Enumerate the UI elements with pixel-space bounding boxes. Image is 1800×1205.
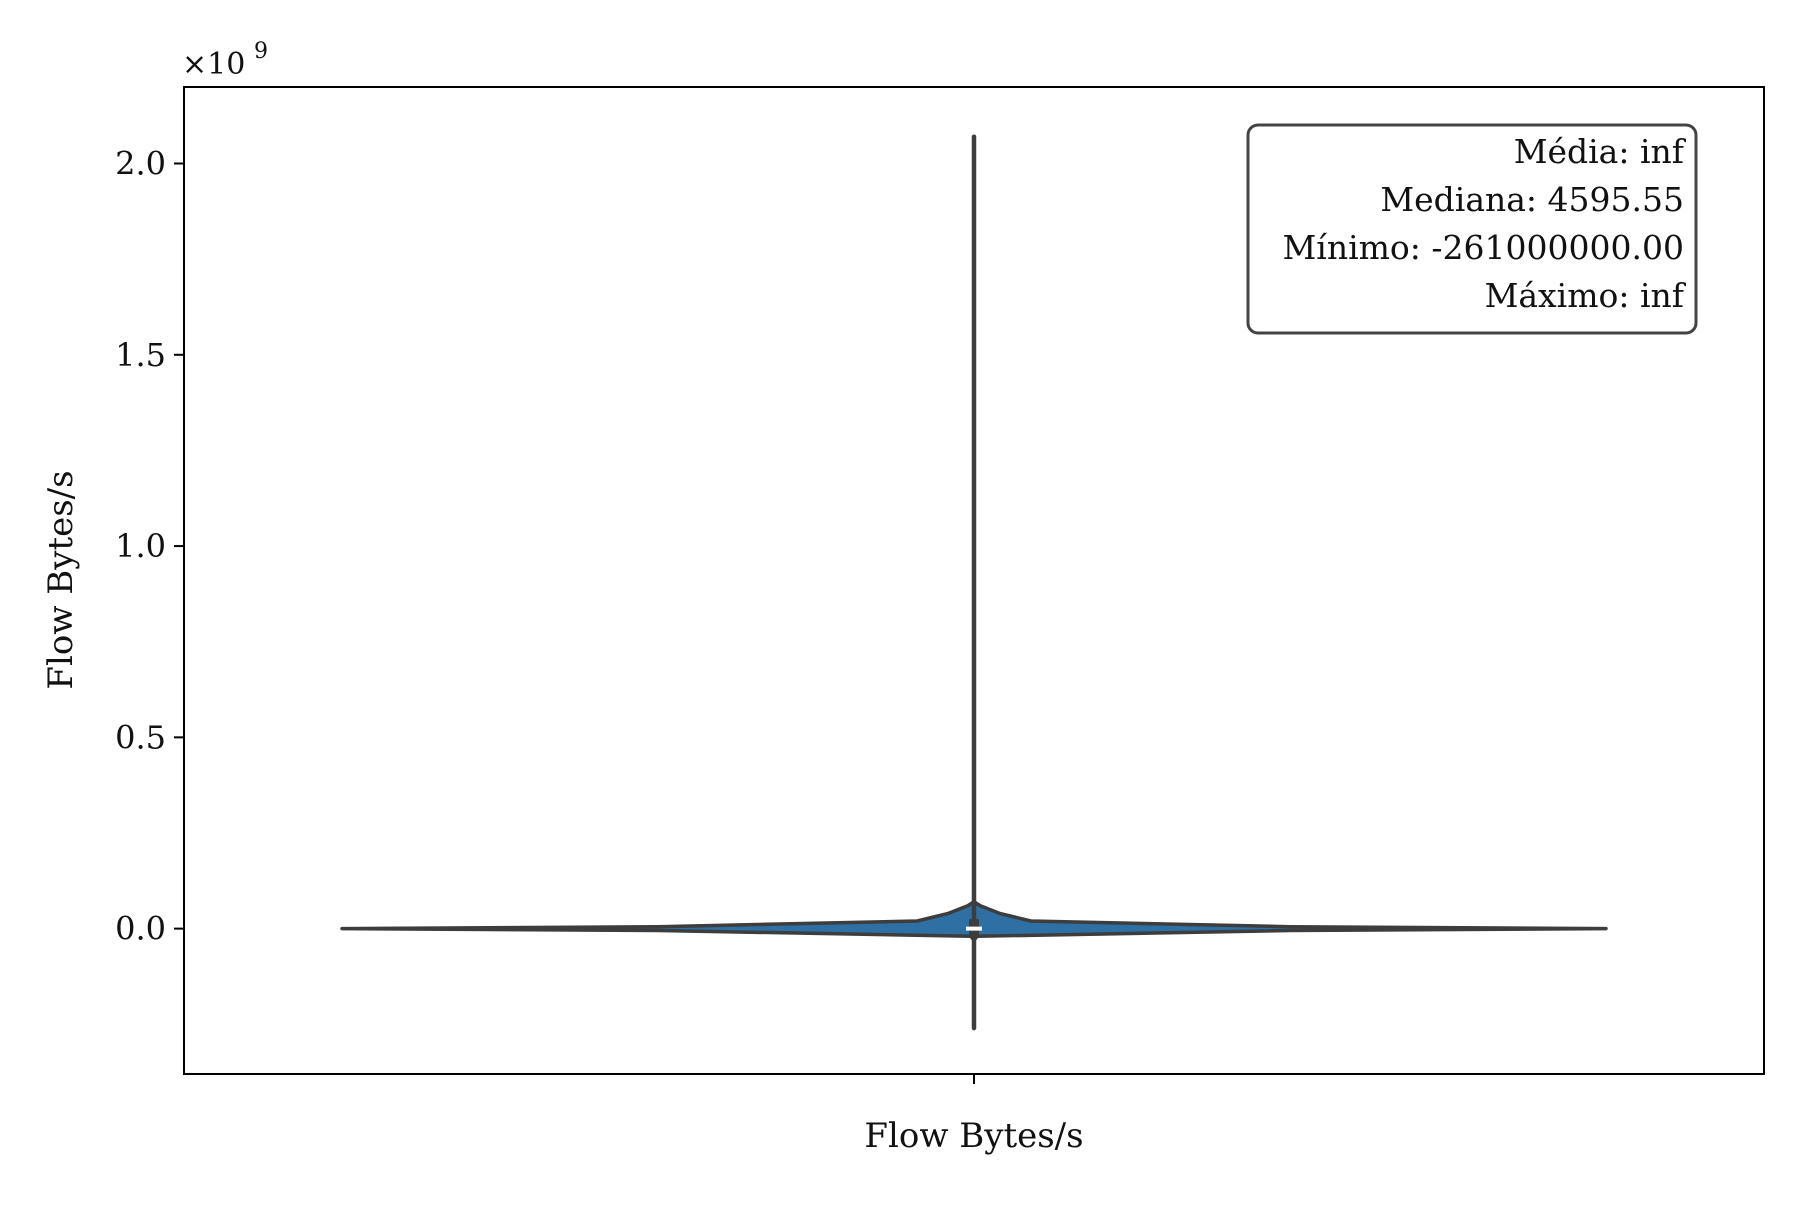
stat-min: Mínimo: -261000000.00 xyxy=(1282,228,1684,267)
stat-mean: Média: inf xyxy=(1514,132,1687,171)
y-tick-label: 1.5 xyxy=(115,336,166,374)
x-axis-label: Flow Bytes/s xyxy=(864,1116,1083,1156)
y-axis-label: Flow Bytes/s xyxy=(41,470,81,689)
y-axis-ticks: 0.0 0.5 1.0 1.5 2.0 xyxy=(115,145,184,948)
stats-legend-box: Média: inf Mediana: 4595.55 Mínimo: -261… xyxy=(1246,123,1698,335)
y-tick-label: 1.0 xyxy=(115,527,166,565)
y-tick-label: 0.5 xyxy=(115,718,166,756)
y-axis-scale-exponent: 9 xyxy=(254,39,268,64)
stat-max: Máximo: inf xyxy=(1485,276,1687,315)
stat-median: Mediana: 4595.55 xyxy=(1380,180,1684,219)
y-axis-scale-prefix: ×10 xyxy=(182,47,245,82)
violin-group xyxy=(340,134,1608,1031)
y-tick-label: 0.0 xyxy=(115,910,166,948)
y-tick-label: 2.0 xyxy=(115,145,166,183)
violin-median-marker xyxy=(966,926,982,931)
